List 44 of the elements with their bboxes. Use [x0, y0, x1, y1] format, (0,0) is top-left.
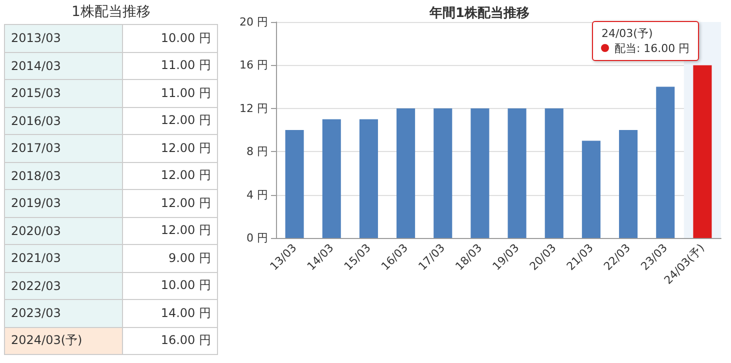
bar	[434, 108, 452, 238]
annotation: 24/03(予) 配当: 16.00 円	[601, 26, 690, 56]
y-tick-label: 0 円	[246, 232, 268, 244]
bar	[396, 108, 416, 238]
bar	[619, 130, 638, 238]
text: 10.00 円	[160, 278, 211, 292]
y-tick-label: 12 円	[240, 102, 268, 115]
text: 11.00 円	[160, 86, 211, 100]
bar	[322, 119, 341, 238]
category-label: 2018/03	[4, 162, 122, 190]
text: 12.00 円	[160, 196, 211, 210]
bar	[359, 119, 378, 238]
y-tick-label: 8 円	[246, 145, 268, 158]
y-tick-label: 4 円	[246, 188, 268, 202]
category-label: 2020/03	[4, 217, 122, 244]
y-tick-label: 16 円	[240, 58, 268, 72]
category-label: 2013/03	[4, 24, 122, 52]
text: 12.00 円	[160, 140, 211, 155]
text: 11.00 円	[160, 58, 211, 72]
bar	[544, 108, 564, 238]
category-label: 2022/03	[4, 272, 122, 300]
text: 12.00 円	[160, 113, 211, 128]
bar	[285, 130, 304, 238]
category-label: 2024/03(予)	[4, 327, 122, 354]
text: 9.00 円	[168, 250, 211, 265]
text: 10.00 円	[160, 30, 211, 45]
text: 1株配当推移	[70, 3, 152, 22]
category-label: 2014/03	[4, 52, 122, 80]
bar	[582, 140, 600, 238]
category-label: 2015/03	[4, 80, 122, 107]
category-label: 2023/03	[4, 300, 122, 327]
category-label: 2021/03	[4, 244, 122, 272]
bar	[470, 108, 490, 238]
category-label: 2017/03	[4, 134, 122, 162]
chart-title: 年間1株配当推移	[428, 6, 530, 21]
text: 12.00 円	[160, 223, 211, 238]
y-tick-label: 20 円	[240, 16, 268, 28]
category-label: 2016/03	[4, 107, 122, 134]
category-label: 2019/03	[4, 190, 122, 217]
text: 16.00 円	[160, 333, 211, 348]
bar	[508, 108, 526, 238]
text: 14.00 円	[160, 306, 211, 320]
bar	[656, 86, 675, 238]
text: 12.00 円	[160, 168, 211, 182]
